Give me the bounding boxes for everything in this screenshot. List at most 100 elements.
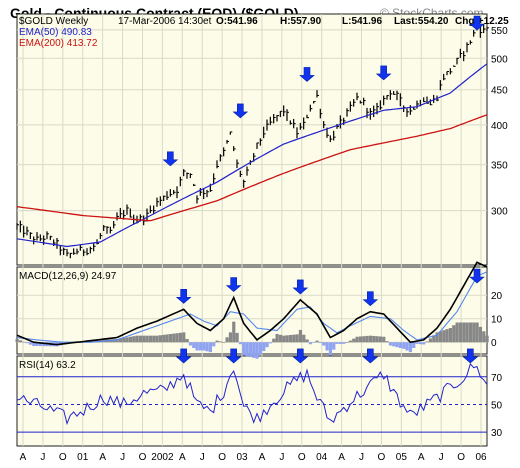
- price-arrow-icon: [375, 65, 392, 81]
- macd-histogram-bar: [178, 332, 183, 343]
- macd-histogram-bar: [242, 342, 246, 356]
- macd-histogram-bar: [358, 336, 363, 343]
- macd-histogram-bar: [378, 336, 383, 343]
- macd-line: [16, 261, 488, 346]
- macd-histogram-bar: [338, 342, 343, 344]
- macd-histogram-bar: [448, 327, 453, 343]
- macd-histogram-bar: [395, 342, 399, 348]
- macd-histogram-bar: [135, 335, 139, 343]
- macd-arrow-icon: [292, 279, 309, 295]
- quote-date: 17-Mar-2006 14:30et: [118, 16, 212, 27]
- macd-histogram-bar: [408, 342, 413, 353]
- macd-histogram-bar: [192, 342, 196, 349]
- macd-histogram-bar: [318, 342, 323, 344]
- macd-histogram-bar: [162, 334, 166, 343]
- macd-histogram-bar: [175, 333, 179, 343]
- rsi-tick-label: 30: [491, 428, 503, 439]
- macd-histogram-bar: [168, 334, 173, 343]
- macd-histogram-bar: [42, 342, 46, 347]
- macd-histogram-bar: [118, 338, 123, 343]
- macd-histogram-bar: [285, 335, 289, 343]
- macd-histogram-bar: [225, 337, 229, 343]
- macd-histogram-bar: [382, 336, 386, 343]
- macd-histogram-bar: [28, 342, 33, 345]
- macd-histogram-bar: [468, 322, 473, 343]
- price-arrow-icon: [469, 15, 485, 31]
- macd-histogram-bar: [235, 332, 239, 343]
- macd-histogram-bar: [212, 342, 216, 347]
- price-tick-label: 350: [491, 161, 508, 172]
- macd-histogram-bar: [398, 342, 403, 349]
- macd-histogram-bar: [392, 342, 396, 347]
- x-tick-label: 04: [316, 452, 328, 463]
- macd-histogram-bar: [315, 340, 319, 343]
- quote-low: L:541.96: [342, 16, 382, 27]
- x-tick-label: J: [279, 452, 284, 463]
- x-tick-label: J: [200, 452, 205, 463]
- price-arrow-icon: [162, 151, 179, 167]
- quote-last: Last:554.20: [394, 16, 449, 27]
- macd-histogram-bar: [228, 332, 233, 343]
- x-tick-label: O: [457, 452, 465, 463]
- macd-histogram-bar: [222, 342, 226, 343]
- macd-histogram-bar: [362, 336, 366, 343]
- macd-histogram-bar: [355, 336, 359, 343]
- rsi-arrow-icon: [462, 348, 479, 364]
- macd-arrow-icon: [225, 277, 242, 292]
- legend-ema200: EMA(200) 413.72: [19, 38, 98, 49]
- macd-histogram-bar: [345, 342, 349, 343]
- macd-histogram-bar: [458, 322, 463, 343]
- ema200-line: [16, 114, 488, 222]
- macd-histogram-bar: [322, 342, 326, 346]
- macd-histogram-bar: [155, 335, 159, 343]
- macd-histogram-bar: [425, 341, 429, 343]
- rsi-tick-label: 70: [491, 373, 503, 384]
- x-tick-label: O: [59, 452, 67, 463]
- macd-histogram-bar: [148, 335, 153, 343]
- macd-histogram-bar: [438, 331, 443, 343]
- macd-histogram-bar: [182, 332, 186, 343]
- rsi-arrow-icon: [292, 348, 309, 364]
- quote-open: O:541.96: [216, 16, 258, 27]
- macd-histogram-bar: [262, 342, 266, 352]
- macd-histogram-bar: [238, 342, 243, 345]
- x-tick-label: A: [20, 452, 27, 463]
- x-tick-label: A: [99, 452, 106, 463]
- macd-histogram-bar: [302, 334, 306, 343]
- x-tick-label: A: [259, 452, 266, 463]
- macd-histogram-bar: [482, 331, 486, 343]
- macd-histogram-bar: [348, 340, 353, 343]
- macd-histogram-bar: [35, 342, 39, 347]
- macd-histogram-bar: [422, 342, 426, 345]
- macd-histogram-bar: [272, 338, 276, 343]
- macd-arrow-icon: [362, 291, 379, 307]
- macd-histogram-bar: [15, 338, 19, 343]
- macd-histogram-bar: [18, 340, 23, 343]
- macd-histogram-bar: [165, 334, 169, 343]
- macd-histogram-bar: [365, 335, 369, 343]
- macd-histogram-bar: [132, 336, 136, 343]
- x-tick-label: 01: [77, 452, 89, 463]
- rsi-arrow-icon: [225, 348, 242, 364]
- macd-histogram-bar: [412, 342, 416, 349]
- x-tick-label: O: [298, 452, 306, 463]
- rsi-arrow-icon: [362, 348, 379, 364]
- x-tick-label: J: [359, 452, 364, 463]
- macd-histogram-bar: [325, 342, 329, 351]
- price-tick-label: 550: [491, 26, 508, 37]
- macd-histogram-bar: [452, 325, 456, 343]
- macd-histogram-bar: [445, 329, 449, 343]
- macd-histogram-bar: [388, 342, 393, 346]
- macd-histogram-bar: [138, 335, 143, 343]
- macd-histogram-bar: [125, 337, 129, 343]
- macd-histogram-bar: [368, 335, 373, 343]
- rsi-arrow-icon: [175, 348, 192, 364]
- macd-histogram-bar: [142, 335, 146, 343]
- macd-histogram-bar: [25, 342, 29, 344]
- macd-histogram-bar: [435, 332, 439, 343]
- legend-macd: MACD(12,26,9) 24.97: [19, 271, 117, 282]
- rsi-line: [16, 362, 488, 426]
- x-tick-label: J: [120, 452, 125, 463]
